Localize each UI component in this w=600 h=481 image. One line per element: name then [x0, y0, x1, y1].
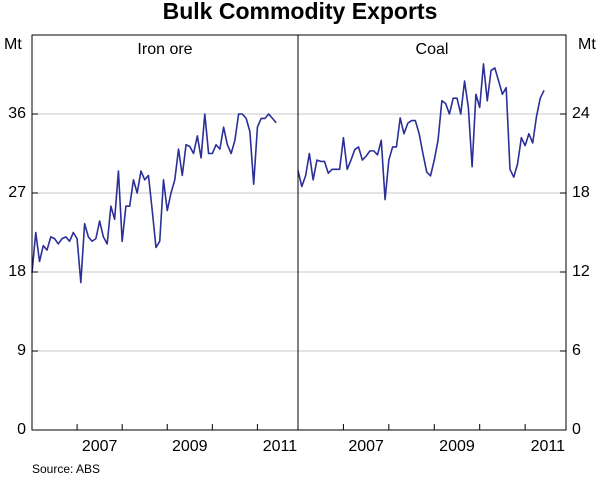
y-tick-label: 9 — [17, 342, 26, 359]
y-tick-label: 27 — [8, 184, 26, 201]
x-tick-label: 2007 — [348, 438, 384, 455]
y-tick-label: 18 — [572, 184, 590, 201]
panel-title: Coal — [416, 41, 449, 58]
y-axis-label: Mt — [4, 36, 22, 53]
plots: Iron ore Mt 0 9 18 27 36 2007 2009 2011 Coal Mt 0 6 12… — [4, 36, 596, 455]
data-line — [31, 113, 277, 284]
frame — [31, 34, 567, 431]
x-tick-label: 2011 — [531, 438, 566, 455]
source: Source: ABS — [32, 462, 100, 476]
panel-title: Iron ore — [137, 41, 192, 58]
y-tick-label: 36 — [8, 105, 26, 122]
y-tick-label: 24 — [572, 105, 590, 122]
y-tick-label: 6 — [572, 342, 581, 359]
y-tick-label: 18 — [8, 263, 26, 280]
y-tick-label: 0 — [572, 421, 581, 438]
chart-title: Bulk Commodity Exports — [163, 0, 438, 24]
x-tick-label: 2009 — [439, 438, 475, 455]
y-tick-label: 0 — [17, 421, 26, 438]
x-tick-label: 2007 — [82, 438, 118, 455]
y-tick-label: 12 — [572, 263, 590, 280]
data-line — [297, 63, 545, 201]
x-tick-label: 2011 — [263, 438, 298, 455]
x-tick-label: 2009 — [172, 438, 208, 455]
y-axis-label: Mt — [578, 36, 596, 53]
